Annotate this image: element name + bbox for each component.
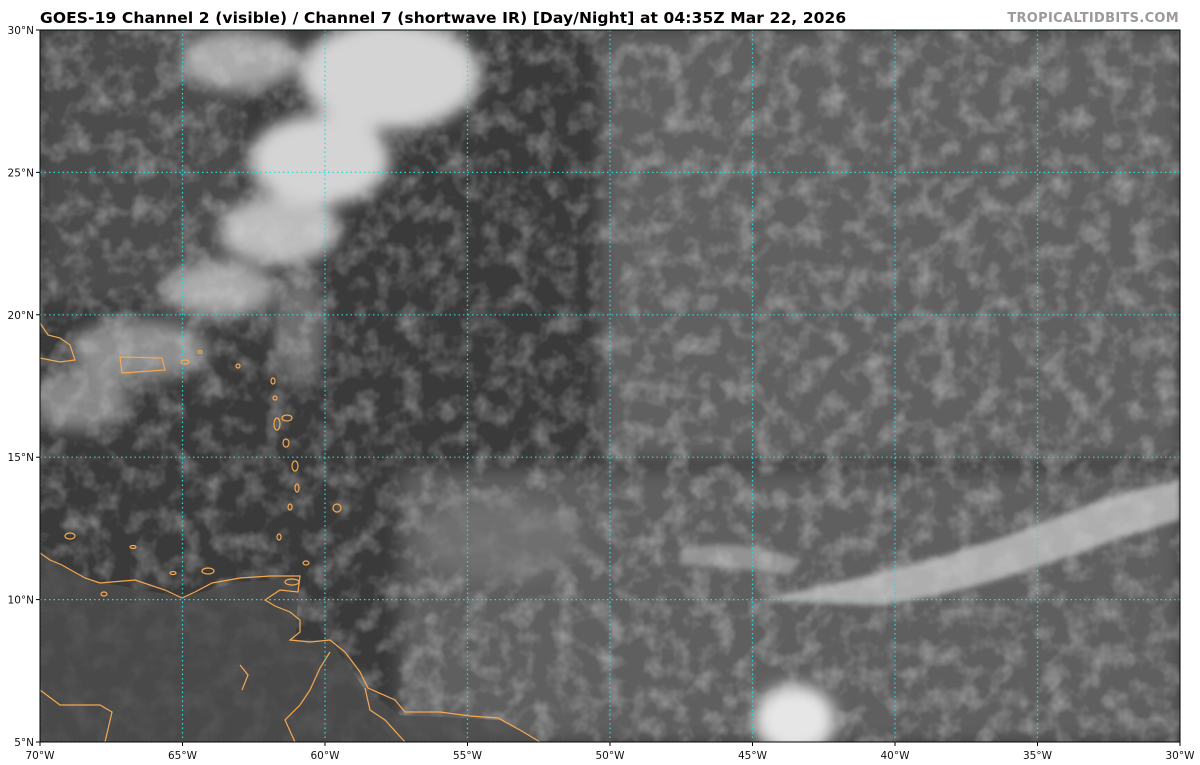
lon-tick-label: 40°W [881,750,911,762]
satellite-imagery [40,30,1180,742]
coastline-south-america [40,552,541,742]
coastlines [40,322,541,742]
lon-tick-label: 70°W [26,750,56,762]
coastline-puerto-rico [119,356,166,374]
lon-tick-label: 50°W [596,750,626,762]
lon-tick-label: 30°W [1166,750,1196,762]
lat-tick-label: 20°N [8,310,34,322]
lat-tick-label: 25°N [8,167,34,179]
border-lines [40,651,406,742]
lat-tick-label: 10°N [8,595,34,607]
coastline-hispaniola [40,322,76,363]
lat-tick-label: 5°N [14,737,34,749]
lat-tick-label: 15°N [8,452,34,464]
lesser-antilles-islands [64,349,342,597]
lon-tick-label: 45°W [738,750,768,762]
map-title: GOES-19 Channel 2 (visible) / Channel 7 … [40,9,847,27]
lon-tick-label: 55°W [453,750,483,762]
lon-tick-label: 35°W [1023,750,1053,762]
credit-watermark: TROPICALTIDBITS.COM [1007,11,1179,26]
lon-tick-label: 60°W [311,750,341,762]
axis-ticks: 70°W 65°W 60°W 55°W 50°W 45°W 40°W 35°W 30°W 5°N 1… [8,25,1196,762]
lon-tick-label: 65°W [168,750,198,762]
graticule [40,30,1180,742]
lat-tick-label: 30°N [8,25,34,37]
